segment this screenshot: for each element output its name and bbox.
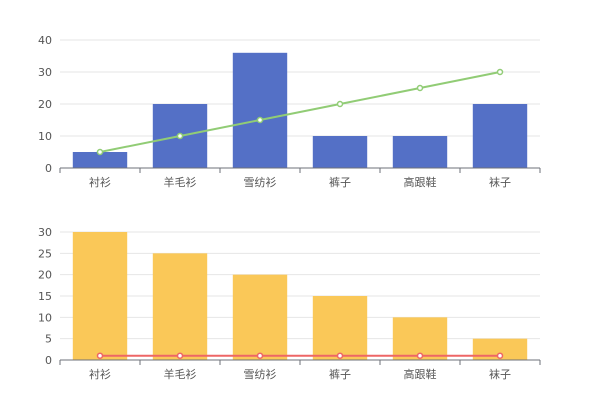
x-tick-label: 裤子 (329, 175, 351, 189)
line-point (416, 352, 424, 359)
x-tick-label: 羊毛衫 (164, 367, 197, 381)
line-point (96, 352, 104, 359)
line-point (96, 148, 104, 156)
y-tick-label: 20 (38, 269, 52, 282)
y-tick-label: 30 (38, 66, 52, 79)
y-tick-label: 0 (45, 162, 52, 175)
y-tick-label: 10 (38, 311, 52, 324)
series-line (99, 71, 501, 153)
bar (392, 136, 448, 168)
bar (232, 274, 288, 360)
line-point (176, 352, 184, 359)
line-point (336, 100, 344, 108)
x-tick-label: 羊毛衫 (164, 175, 197, 189)
line-point (256, 116, 264, 124)
x-tick-label: 雪纺衫 (244, 367, 277, 381)
bar (472, 104, 528, 168)
bar (152, 253, 208, 360)
x-tick-label: 高跟鞋 (404, 175, 437, 189)
x-tick-label: 袜子 (489, 367, 511, 381)
bar (472, 338, 528, 360)
x-tick-label: 雪纺衫 (244, 175, 277, 189)
chart-1: 0 10 20 30 40 衬衫 羊毛衫 雪纺衫 裤子 高跟鞋 袜子 (38, 34, 541, 189)
bar (312, 296, 368, 360)
y-tick-label: 40 (38, 34, 52, 47)
y-tick-label: 10 (38, 130, 52, 143)
y-tick-label: 20 (38, 98, 52, 111)
x-tick-label: 裤子 (329, 367, 351, 381)
bar (72, 232, 128, 360)
line-point (176, 132, 184, 140)
chart-2: 0 5 10 15 20 25 30 衬衫 羊毛衫 雪纺衫 裤子 高跟鞋 袜子 (38, 226, 541, 381)
line-point (416, 84, 424, 92)
x-tick-label: 衬衫 (89, 368, 111, 381)
x-tick-label: 高跟鞋 (404, 367, 437, 381)
bar (312, 136, 368, 168)
bar (232, 52, 288, 168)
y-tick-label: 30 (38, 226, 52, 239)
y-tick-label: 15 (38, 290, 52, 303)
y-tick-label: 5 (45, 333, 52, 346)
x-tick-label: 袜子 (489, 175, 511, 189)
x-tick-label: 衬衫 (89, 176, 111, 189)
line-point (496, 68, 504, 76)
line-point (496, 352, 504, 359)
y-tick-label: 25 (38, 247, 52, 260)
line-point (336, 352, 344, 359)
bar (72, 152, 128, 168)
y-tick-label: 0 (45, 354, 52, 367)
line-point (256, 352, 264, 359)
